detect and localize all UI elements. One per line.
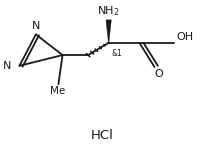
Text: &1: &1 — [111, 49, 121, 58]
Text: NH$_2$: NH$_2$ — [97, 5, 119, 18]
Text: HCl: HCl — [91, 129, 113, 142]
Text: OH: OH — [175, 32, 192, 42]
Text: Me: Me — [50, 86, 65, 96]
Polygon shape — [105, 20, 111, 43]
Text: O: O — [154, 69, 162, 79]
Text: N: N — [32, 21, 40, 31]
Text: N: N — [3, 61, 12, 71]
